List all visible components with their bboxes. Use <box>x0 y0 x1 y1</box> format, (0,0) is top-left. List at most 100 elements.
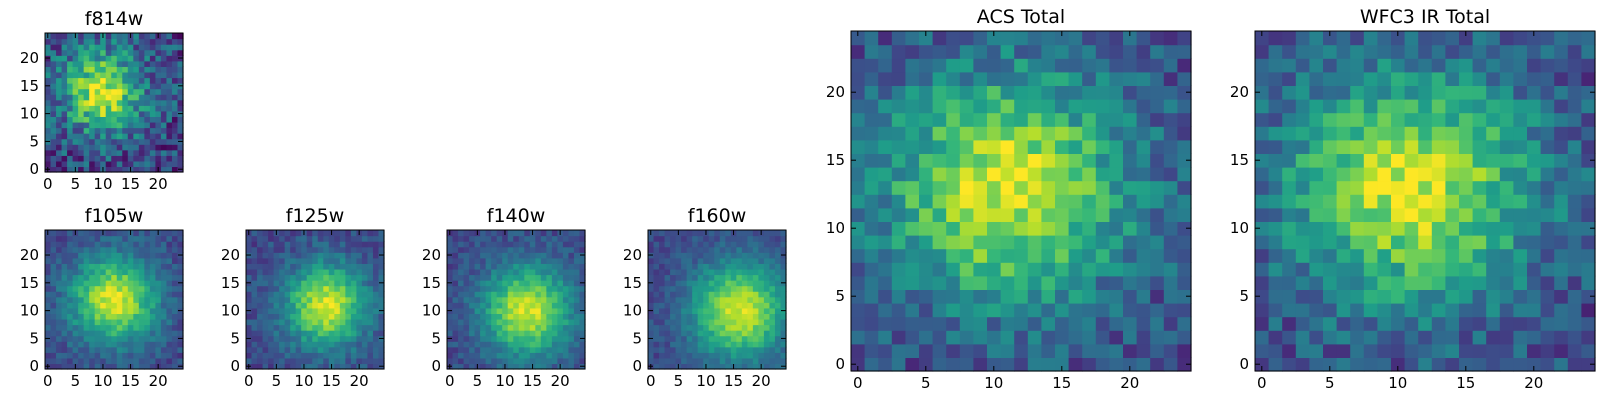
pixel-cell <box>306 324 313 331</box>
pixel-cell <box>372 296 380 303</box>
pixel-cell <box>1431 316 1446 331</box>
pixel-cell <box>763 257 771 264</box>
pixel-cell <box>100 318 107 326</box>
pixel-cell <box>513 330 520 337</box>
pixel-cell <box>279 274 286 281</box>
pixel-cell <box>447 285 454 292</box>
pixel-cell <box>697 302 704 309</box>
pixel-cell <box>149 291 156 298</box>
pixel-cell <box>458 241 465 248</box>
pixel-cell <box>279 241 286 248</box>
pixel-cell <box>61 274 68 281</box>
pixel-cell <box>284 257 291 264</box>
pixel-cell <box>1377 194 1392 209</box>
pixel-cell <box>317 302 324 309</box>
pixel-cell <box>973 112 988 127</box>
pixel-cell <box>1527 235 1542 250</box>
pixel-cell <box>1282 303 1297 318</box>
pixel-cell <box>1472 126 1487 141</box>
pixel-cell <box>458 257 465 264</box>
panel-title: f160w <box>688 205 747 227</box>
pixel-cell <box>56 296 63 303</box>
pixel-cell <box>1163 44 1178 59</box>
pixel-cell <box>1136 275 1151 290</box>
pixel-cell <box>251 252 258 259</box>
pixel-cell <box>50 166 57 173</box>
pixel-cell <box>664 363 671 370</box>
pixel-cell <box>149 110 156 117</box>
pixel-cell <box>257 307 264 314</box>
pixel-cell <box>1391 330 1406 345</box>
pixel-cell <box>1554 275 1569 290</box>
pixel-cell <box>160 38 168 45</box>
pixel-cell <box>1082 303 1097 318</box>
pixel-cell <box>851 357 866 372</box>
pixel-cell <box>551 307 558 314</box>
pixel-cell <box>350 291 357 298</box>
pixel-cell <box>878 31 893 46</box>
pixel-cell <box>1581 357 1596 372</box>
pixel-cell <box>496 241 503 248</box>
pixel-cell <box>878 289 893 304</box>
pixel-cell <box>94 88 101 95</box>
pixel-cell <box>1554 343 1569 358</box>
pixel-cell <box>987 303 1002 318</box>
pixel-cell <box>105 357 112 365</box>
pixel-cell <box>127 138 134 145</box>
pixel-cell <box>171 60 179 67</box>
pixel-cell <box>703 313 710 320</box>
pixel-cell <box>653 302 660 309</box>
pixel-cell <box>496 246 503 253</box>
pixel-cell <box>138 268 145 276</box>
pixel-cell <box>480 313 487 320</box>
pixel-cell <box>540 352 547 359</box>
pixel-cell <box>973 289 988 304</box>
pixel-cell <box>78 66 85 73</box>
pixel-cell <box>692 296 699 303</box>
pixel-cell <box>67 99 74 106</box>
pixel-cell <box>372 280 380 287</box>
pixel-cell <box>306 357 313 365</box>
pixel-cell <box>116 318 123 326</box>
pixel-cell <box>763 302 771 309</box>
pixel-cell <box>160 313 168 320</box>
pixel-cell <box>1041 99 1056 114</box>
pixel-cell <box>1150 194 1165 209</box>
pixel-cell <box>452 241 459 248</box>
pixel-cell <box>273 313 280 320</box>
pixel-cell <box>116 363 123 370</box>
pixel-cell <box>878 58 893 73</box>
pixel-cell <box>496 257 503 264</box>
pixel-cell <box>1499 58 1514 73</box>
pixel-cell <box>780 313 787 320</box>
pixel-cell <box>1459 343 1474 358</box>
pixel-cell <box>725 241 732 248</box>
pixel-cell <box>138 302 145 309</box>
pixel-cell <box>1567 303 1582 318</box>
pixel-cell <box>919 85 934 100</box>
pixel-cell <box>780 291 787 298</box>
pixel-cell <box>306 307 313 314</box>
pixel-cell <box>579 330 586 337</box>
pixel-cell <box>149 352 156 359</box>
pixel-cell <box>703 352 710 359</box>
pixel-cell <box>166 83 173 90</box>
pixel-cell <box>1150 330 1165 345</box>
pixel-cell <box>1068 330 1083 345</box>
pixel-cell <box>323 280 330 287</box>
pixel-cell <box>323 330 330 337</box>
pixel-cell <box>546 257 553 264</box>
pixel-cell <box>485 318 492 326</box>
pixel-cell <box>513 235 520 242</box>
pixel-cell <box>94 49 101 56</box>
pixel-cell <box>262 335 269 342</box>
pixel-cell <box>774 263 782 270</box>
pixel-cell <box>67 155 74 162</box>
pixel-cell <box>573 363 581 370</box>
pixel-cell <box>1095 112 1110 127</box>
pixel-cell <box>160 88 168 95</box>
pixel-cell <box>160 252 168 259</box>
pixel-cell <box>89 235 96 242</box>
axes-frame <box>245 229 385 370</box>
pixel-cell <box>1404 139 1419 154</box>
